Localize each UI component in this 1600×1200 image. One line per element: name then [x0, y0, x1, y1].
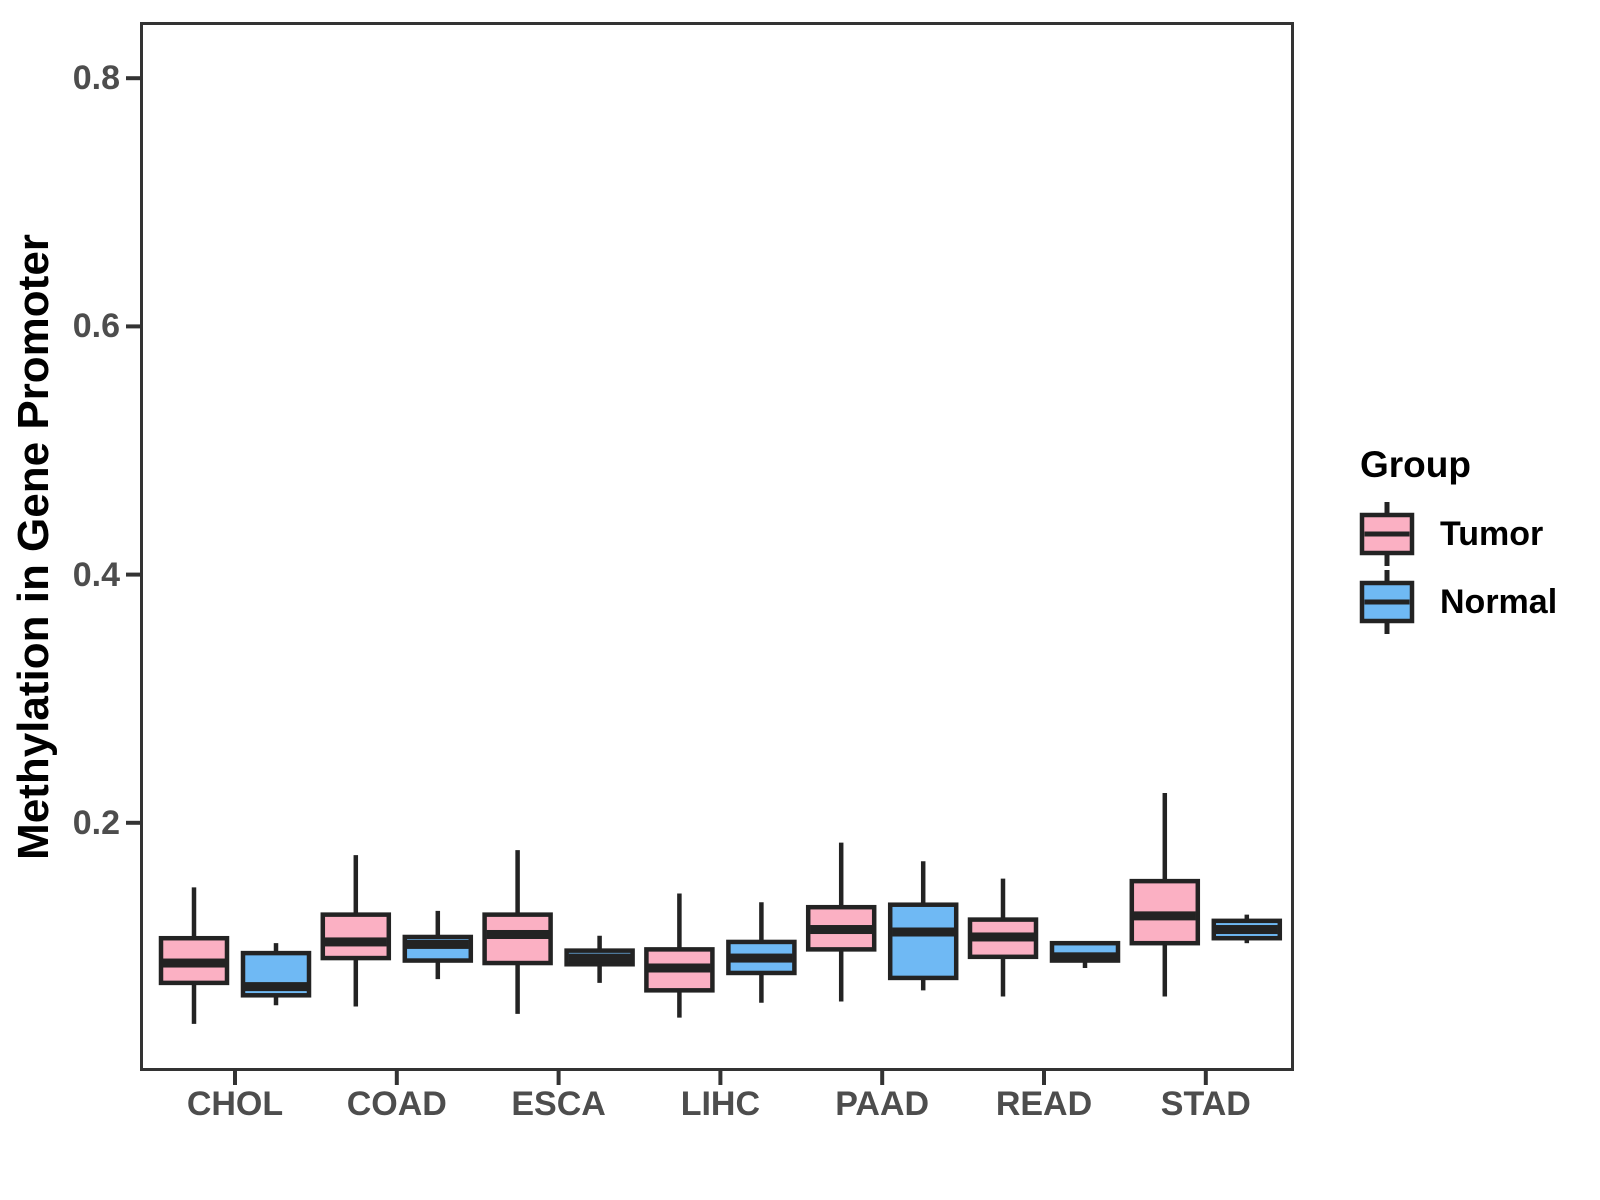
legend-title: Group	[1360, 444, 1471, 485]
median-normal-coad	[406, 939, 469, 949]
median-tumor-read	[972, 932, 1034, 942]
legend-entries: Tumor Normal	[1358, 500, 1557, 636]
median-normal-chol	[245, 982, 307, 992]
legend-label: Tumor	[1440, 514, 1544, 553]
legend-entry-normal: Normal	[1358, 568, 1557, 636]
legend: Group Tumor Normal	[1358, 444, 1557, 636]
x-tick-label-lihc: LIHC	[680, 1085, 761, 1123]
x-tick-label-esca: ESCA	[511, 1085, 606, 1123]
y-tick-label: 0.6	[72, 307, 120, 346]
x-tick-label-paad: PAAD	[835, 1085, 930, 1123]
x-tick-label-stad: STAD	[1160, 1085, 1251, 1123]
median-tumor-esca	[486, 929, 549, 939]
box-normal-paad	[887, 902, 959, 981]
y-tick-label: 0.4	[72, 555, 120, 594]
x-tick-label-chol: CHOL	[186, 1085, 284, 1123]
median-normal-read	[1054, 952, 1116, 962]
box-tumor-coad	[320, 912, 392, 961]
panel-border	[140, 22, 1294, 1071]
median-tumor-paad	[810, 925, 873, 935]
median-tumor-lihc	[648, 963, 711, 973]
median-tumor-chol	[163, 958, 225, 968]
median-normal-stad	[1215, 925, 1278, 935]
median-normal-paad	[892, 927, 955, 937]
legend-key-tumor-boxplot-icon	[1359, 502, 1415, 566]
y-tick-label: 0.8	[72, 59, 120, 98]
legend-entry-tumor: Tumor	[1358, 500, 1557, 568]
median-normal-lihc	[730, 953, 793, 963]
legend-label: Normal	[1440, 582, 1558, 621]
median-tumor-coad	[324, 937, 387, 947]
median-normal-esca	[568, 953, 631, 963]
median-tumor-stad	[1133, 911, 1196, 921]
legend-key-normal-boxplot-icon	[1359, 570, 1415, 634]
y-tick-label: 0.2	[72, 803, 120, 842]
x-tick-label-coad: COAD	[346, 1085, 447, 1123]
x-tick-label-read: READ	[995, 1085, 1093, 1123]
